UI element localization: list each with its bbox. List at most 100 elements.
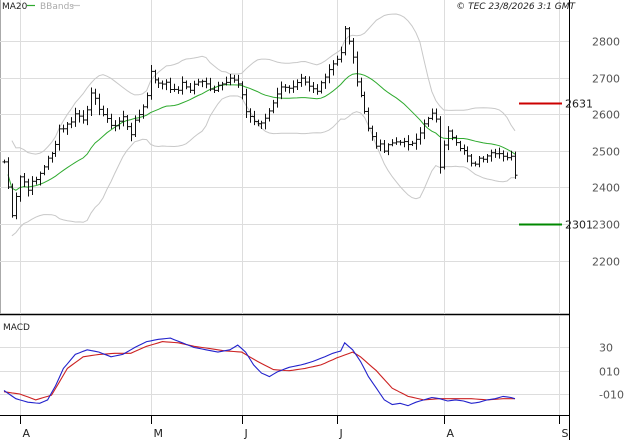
price-bar: [73, 107, 78, 127]
price-bar: [164, 79, 169, 91]
price-bar: [366, 107, 371, 132]
price-bar: [252, 110, 257, 126]
price-bar: [77, 109, 82, 123]
price-bar: [101, 105, 106, 117]
price-bar: [311, 82, 316, 93]
price-bar: [473, 161, 478, 167]
price-bar: [509, 150, 514, 161]
price-bar: [160, 80, 165, 90]
price-bar: [259, 120, 264, 129]
price-bar: [267, 108, 272, 122]
level-label: 2631: [565, 98, 593, 111]
bband-lower: [11, 95, 516, 237]
price-tick-label: 2600: [592, 109, 620, 122]
price-tick-label: 2200: [592, 256, 620, 269]
price-bar: [2, 159, 7, 164]
price-bar: [414, 133, 419, 150]
price-bar: [513, 151, 518, 179]
price-bar: [481, 156, 486, 163]
price-bar: [378, 139, 383, 152]
signal-line: [3, 341, 515, 401]
price-bar: [347, 27, 352, 45]
price-bar: [129, 122, 134, 142]
price-bar: [485, 153, 490, 163]
price-bar: [121, 110, 126, 127]
price-bar: [244, 88, 249, 119]
price-bar: [42, 165, 47, 176]
month-tick-label: J: [339, 427, 343, 440]
price-bar: [10, 183, 15, 218]
price-bar: [117, 117, 122, 130]
price-bar: [469, 154, 474, 167]
price-bar: [89, 87, 94, 117]
price-bar: [180, 76, 185, 95]
price-bar: [97, 93, 102, 116]
price-bar: [85, 105, 90, 126]
price-bar: [339, 46, 344, 63]
price-bar: [113, 120, 118, 132]
price-bar: [14, 192, 19, 220]
price-bar: [53, 140, 58, 157]
price-tick-label: 2400: [592, 182, 620, 195]
price-bar: [168, 77, 173, 94]
price-bar: [212, 85, 217, 94]
macd-line: [3, 337, 516, 407]
price-bar: [450, 129, 455, 141]
bollinger-bands: [11, 13, 516, 237]
price-bar: [323, 73, 328, 89]
price-tick-label: 2500: [592, 146, 620, 159]
price-bar: [438, 116, 443, 174]
price-bar: [386, 143, 391, 156]
price-bar: [26, 178, 31, 197]
price-bar: [398, 139, 403, 146]
price-bar: [279, 81, 284, 100]
price-bar: [81, 110, 86, 124]
legend-bbands: BBands: [40, 2, 74, 12]
price-bar: [402, 137, 407, 148]
price-bar: [406, 135, 411, 151]
price-bar: [283, 84, 288, 92]
price-bar: [446, 126, 451, 151]
ma20-line: [7, 73, 516, 191]
price-bar: [335, 55, 340, 66]
price-bar: [287, 85, 292, 94]
price-bar: [271, 99, 276, 114]
price-bar: [18, 175, 23, 202]
price-y-axis: 2200 2300 2400 2500 2600 2700 2800: [592, 36, 620, 269]
bband-upper: [11, 13, 516, 155]
price-bar: [307, 76, 312, 92]
price-bar: [172, 83, 177, 92]
price-tick-label: 2800: [592, 36, 620, 49]
price-bar: [176, 86, 181, 94]
price-bar: [442, 140, 447, 170]
price-levels: 2631 2301: [519, 98, 593, 232]
price-bar: [418, 127, 423, 145]
price-bar: [105, 108, 110, 123]
month-tick-label: A: [23, 427, 31, 440]
price-bar: [224, 76, 229, 86]
price-bar: [295, 79, 300, 90]
price-bar: [232, 74, 237, 83]
ma20-path: [7, 73, 516, 191]
price-bar: [319, 80, 324, 94]
price-bar: [394, 137, 399, 145]
price-bar: [493, 148, 498, 158]
price-bar: [65, 121, 70, 135]
price-bar: [489, 149, 494, 162]
price-bar: [430, 108, 435, 121]
price-bar: [30, 176, 35, 195]
price-bar: [370, 125, 375, 141]
price-bar: [505, 152, 510, 161]
price-bar: [133, 115, 138, 137]
price-bar: [343, 26, 348, 56]
price-bar: [351, 37, 356, 64]
price-bar: [454, 135, 459, 146]
price-bar: [355, 51, 360, 87]
price-tick-label: 2700: [592, 73, 620, 86]
price-bar: [220, 81, 225, 91]
price-bars: [2, 26, 518, 220]
price-bar: [240, 81, 245, 100]
price-bar: [149, 64, 154, 100]
